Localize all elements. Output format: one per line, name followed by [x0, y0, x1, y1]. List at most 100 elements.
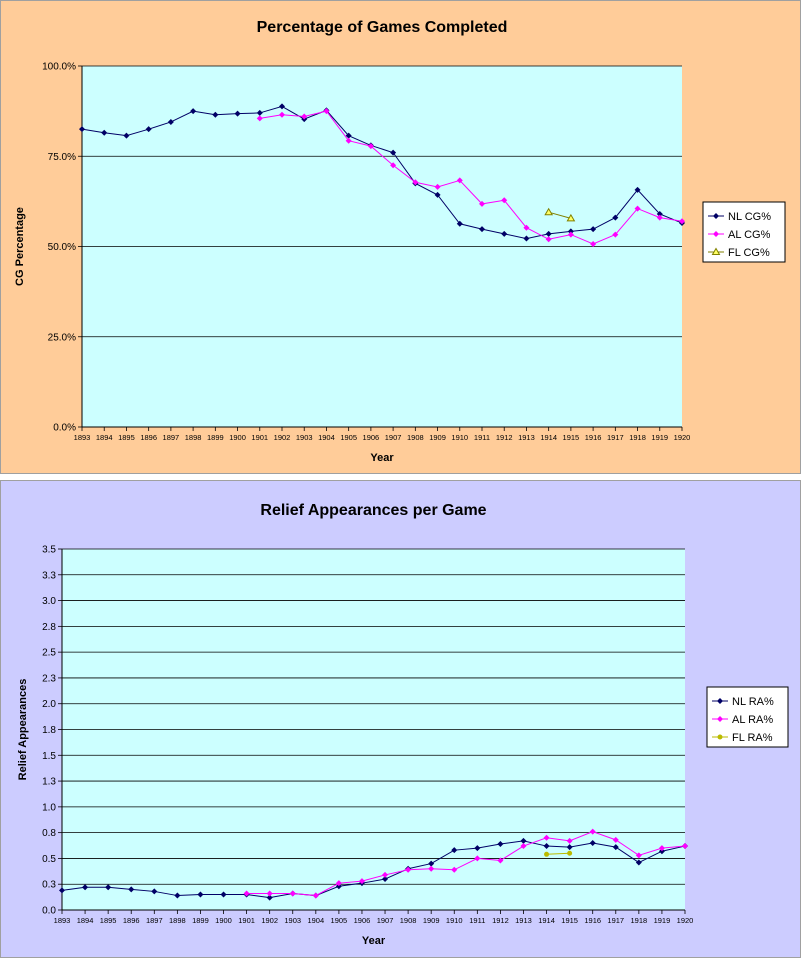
- chart2-data-point: [174, 892, 181, 899]
- chart2-data-point: [128, 886, 135, 893]
- chart1-x-tick-label: 1901: [251, 433, 268, 442]
- chart2-data-point: [243, 890, 250, 897]
- chart1-data-point: [412, 179, 419, 186]
- chart2-x-tick-label: 1894: [77, 916, 94, 925]
- chart1-series-line: [548, 211, 572, 219]
- chart1-x-tick-label: 1902: [274, 433, 291, 442]
- chart2-x-tick-label: 1920: [677, 916, 694, 925]
- chart1-x-tick-label: 1917: [607, 433, 624, 442]
- chart2-y-tick-label: 1.0: [42, 802, 56, 813]
- chart1-x-tick-label: 1898: [185, 433, 202, 442]
- chart1-data-point: [256, 115, 263, 122]
- chart1-x-tick-label: 1912: [496, 433, 513, 442]
- chart1-data-point: [479, 226, 485, 233]
- chart2-data-point: [612, 836, 619, 843]
- chart1-series-2: [256, 108, 685, 247]
- cg-percentage-chart-svg: Percentage of Games Completed 0.0% 25.0% 50…: [14, 19, 786, 464]
- chart2-x-tick-label: 1906: [354, 916, 371, 925]
- chart2-y-tick-label: 1.3: [42, 777, 56, 788]
- chart2-data-point: [382, 876, 389, 883]
- chart1-data-point: [634, 186, 641, 193]
- relief-appearances-chart-svg: Relief Appearances per Game 0.0 0.3 0.5 0.8 1…: [17, 502, 789, 947]
- chart1-data-point: [567, 231, 574, 238]
- chart2-data-point: [220, 891, 227, 898]
- chart2-x-tick-label: 1912: [492, 916, 509, 925]
- chart2-data-point: [266, 890, 273, 897]
- chart2-data-point: [544, 851, 550, 857]
- chart1-data-point: [390, 149, 397, 156]
- chart1-series-1: [79, 103, 685, 242]
- chart2-data-point: [658, 845, 665, 852]
- chart2-data-point: [543, 843, 550, 850]
- chart2-data-point: [635, 852, 642, 859]
- chart2-data-point: [451, 866, 458, 873]
- chart2-data-point: [266, 894, 273, 901]
- chart1-y-tick-label: 100.0%: [42, 62, 76, 73]
- chart1-x-tick-label: 1919: [651, 433, 668, 442]
- chart1-data-point: [501, 230, 508, 237]
- relief-appearances-chart: Relief Appearances per Game 0.0 0.3 0.5 0.8 1…: [0, 480, 801, 958]
- chart1-legend-label: FL CG%: [728, 247, 770, 259]
- chart2-data-point: [635, 859, 642, 866]
- chart1-data-point: [479, 200, 485, 207]
- chart2-legend-marker: [717, 716, 723, 722]
- chart1-data-point: [167, 118, 174, 125]
- chart2-data-point: [589, 828, 596, 835]
- chart1-legend-label: AL CG%: [728, 229, 771, 241]
- chart2-y-tick-label: 2.0: [42, 699, 56, 710]
- chart2-y-tick-label: 0.3: [42, 880, 56, 891]
- chart2-data-point: [358, 878, 365, 885]
- chart2-x-axis-title: Year: [362, 935, 386, 947]
- chart2-y-tick-label: 3.5: [42, 545, 56, 556]
- chart2-data-point: [474, 855, 481, 862]
- chart2-series-line: [546, 852, 570, 855]
- chart2-x-tick-label: 1907: [377, 916, 394, 925]
- chart1-data-point: [590, 240, 597, 247]
- chart2-data-point: [451, 847, 458, 854]
- chart1-x-tick-label: 1905: [340, 433, 357, 442]
- chart2-y-tick-label: 0.8: [42, 828, 56, 839]
- chart1-data-point: [456, 220, 463, 227]
- chart1-x-tick-label: 1920: [674, 433, 691, 442]
- chart1-data-point: [101, 129, 108, 136]
- chart1-legend-marker: [711, 247, 721, 255]
- chart2-legend-marker: [717, 734, 723, 740]
- chart1-data-point: [434, 183, 441, 190]
- chart2-x-tick-label: 1900: [215, 916, 232, 925]
- chart2-data-point: [682, 843, 688, 850]
- chart1-data-point: [656, 214, 663, 221]
- chart1-legend-marker: [713, 231, 719, 237]
- chart2-y-tick-label: 1.5: [42, 751, 56, 762]
- chart2-series-3: [544, 850, 573, 857]
- chart2-y-tick-label: 1.8: [42, 725, 56, 736]
- chart1-data-point: [456, 177, 463, 184]
- chart2-data-point: [589, 839, 596, 846]
- chart2-x-tick-label: 1911: [469, 916, 485, 925]
- chart2-x-tick-label: 1919: [654, 916, 671, 925]
- chart1-x-tick-label: 1909: [429, 433, 446, 442]
- chart1-y-tick-label: 0.0%: [53, 423, 76, 434]
- chart1-x-tick-label: 1897: [163, 433, 180, 442]
- chart2-series-2: [243, 828, 688, 899]
- chart1-data-point: [679, 218, 685, 225]
- chart1-data-point: [545, 236, 552, 243]
- chart2-data-point: [428, 860, 435, 867]
- chart2-data-point: [566, 837, 573, 844]
- chart1-data-point: [434, 191, 441, 198]
- chart1-x-tick-label: 1904: [318, 433, 335, 442]
- chart2-x-tick-label: 1905: [331, 916, 348, 925]
- chart1-x-tick-label: 1910: [451, 433, 468, 442]
- chart2-data-point: [335, 880, 342, 887]
- chart1-data-point: [523, 235, 530, 242]
- chart2-data-point: [382, 871, 389, 878]
- chart1-x-tick-label: 1915: [563, 433, 580, 442]
- chart1-x-tick-label: 1911: [474, 433, 490, 442]
- chart2-data-point: [658, 848, 665, 855]
- chart1-data-point: [279, 111, 285, 118]
- chart2-x-tick-label: 1909: [423, 916, 440, 925]
- chart2-series-line: [61, 840, 686, 899]
- chart1-legend-marker: [713, 213, 719, 219]
- chart1-x-tick-label: 1899: [207, 433, 224, 442]
- chart2-data-point: [497, 840, 504, 847]
- chart1-x-tick-label: 1913: [518, 433, 535, 442]
